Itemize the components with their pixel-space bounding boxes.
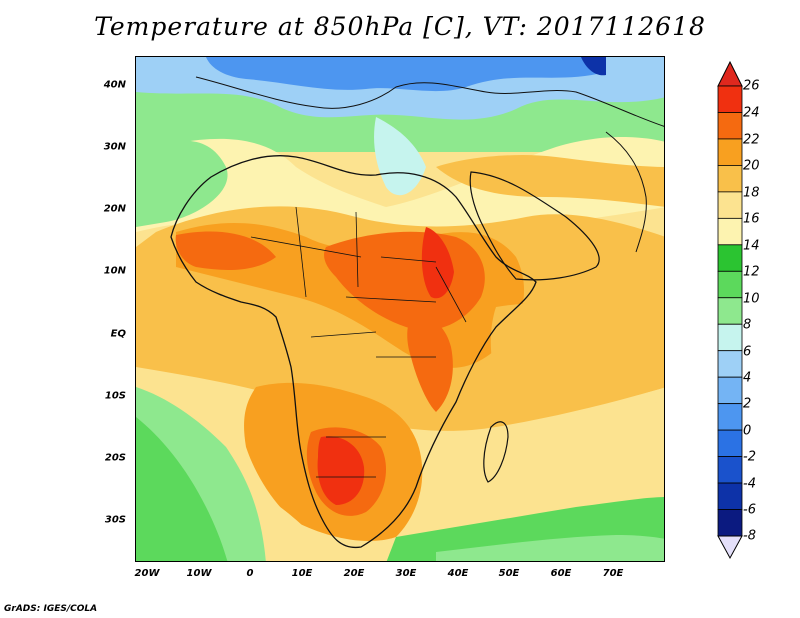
colorbar-label-4: 4 bbox=[743, 370, 752, 386]
colorbar-swatch bbox=[717, 350, 743, 378]
colorbar-label-10: 10 bbox=[743, 291, 760, 307]
lat-label-20s: 20S bbox=[104, 452, 126, 464]
lon-label-10w: 10W bbox=[186, 568, 212, 579]
colorbar-swatch bbox=[717, 165, 743, 193]
colorbar-swatch bbox=[717, 244, 743, 272]
credit-text: GrADS: IGES/COLA bbox=[4, 604, 98, 614]
lon-label-30e: 30E bbox=[395, 568, 417, 579]
colorbar-swatch bbox=[717, 85, 743, 113]
lon-label-20e: 20E bbox=[343, 568, 365, 579]
colorbar-swatch bbox=[717, 138, 743, 166]
colorbar-label-24: 24 bbox=[743, 105, 760, 121]
lon-label-40e: 40E bbox=[447, 568, 469, 579]
temperature-field bbox=[136, 57, 664, 561]
colorbar-swatch bbox=[717, 297, 743, 325]
colorbar-swatch bbox=[717, 429, 743, 457]
lat-label-40n: 40N bbox=[103, 79, 126, 91]
lat-label-20n: 20N bbox=[103, 203, 126, 215]
colorbar-label-6: 6 bbox=[743, 344, 752, 360]
colorbar-label-minus2: -2 bbox=[743, 449, 756, 465]
colorbar-label-16: 16 bbox=[743, 211, 760, 227]
colorbar-label-2: 2 bbox=[743, 396, 752, 412]
colorbar-label-14: 14 bbox=[743, 238, 760, 254]
temperature-map bbox=[135, 56, 665, 562]
colorbar-label-minus8: -8 bbox=[743, 528, 756, 544]
lon-label-50e: 50E bbox=[498, 568, 520, 579]
colorbar-swatch bbox=[717, 323, 743, 352]
colorbar-label-minus4: -4 bbox=[743, 476, 756, 492]
colorbar-swatch bbox=[717, 403, 743, 431]
colorbar-label-26: 26 bbox=[743, 78, 760, 94]
colorbar-label-12: 12 bbox=[743, 264, 760, 280]
colorbar bbox=[717, 60, 743, 560]
lat-label-30s: 30S bbox=[104, 514, 126, 526]
colorbar-swatch bbox=[717, 509, 743, 537]
colorbar-swatch bbox=[717, 376, 743, 405]
colorbar-label-0: 0 bbox=[743, 423, 752, 439]
colorbar-swatch bbox=[717, 270, 743, 299]
lat-label-10n: 10N bbox=[103, 265, 126, 277]
colorbar-swatch bbox=[717, 217, 743, 246]
lat-label-30n: 30N bbox=[103, 141, 126, 153]
colorbar-label-18: 18 bbox=[743, 185, 760, 201]
lon-label-70e: 70E bbox=[602, 568, 624, 579]
lon-label-60e: 60E bbox=[550, 568, 572, 579]
colorbar-top-arrow bbox=[717, 60, 743, 87]
colorbar-swatch bbox=[717, 112, 743, 140]
lat-label-10s: 10S bbox=[104, 390, 126, 402]
colorbar-bottom-arrow bbox=[717, 535, 743, 560]
map-title: Temperature at 850hPa [C], VT: 201711261… bbox=[94, 12, 706, 41]
colorbar-label-minus6: -6 bbox=[743, 502, 756, 518]
lon-label-20w: 20W bbox=[134, 568, 160, 579]
colorbar-swatch bbox=[717, 456, 743, 484]
colorbar-label-22: 22 bbox=[743, 132, 760, 148]
colorbar-swatch bbox=[717, 191, 743, 219]
colorbar-label-20: 20 bbox=[743, 158, 760, 174]
lat-label-eq: EQ bbox=[110, 328, 126, 340]
lon-label-0: 0 bbox=[246, 568, 254, 579]
colorbar-label-8: 8 bbox=[743, 317, 752, 333]
colorbar-swatch bbox=[717, 482, 743, 510]
lon-label-10e: 10E bbox=[291, 568, 313, 579]
